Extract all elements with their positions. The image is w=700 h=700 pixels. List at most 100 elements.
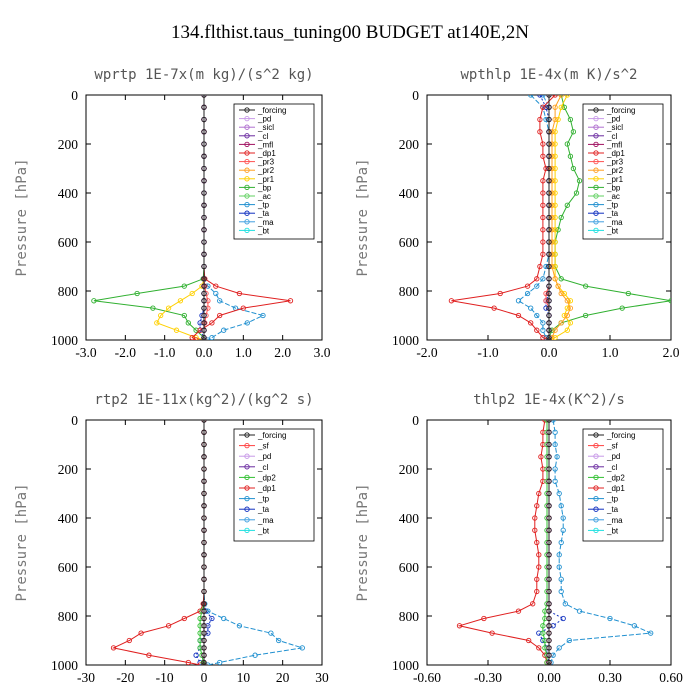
legend-label: _pr2 bbox=[257, 166, 275, 175]
data-point-forcing bbox=[201, 251, 207, 257]
y-tick-label: 400 bbox=[399, 186, 420, 201]
data-point-forcing bbox=[201, 478, 207, 484]
data-point-forcing bbox=[546, 454, 552, 460]
data-point-dp1 bbox=[540, 251, 546, 257]
data-point-forcing bbox=[546, 251, 552, 257]
x-tick-label: 2.0 bbox=[274, 345, 291, 360]
data-point-forcing bbox=[201, 298, 207, 304]
data-point-dp1 bbox=[530, 601, 536, 607]
y-tick-label: 1000 bbox=[392, 333, 419, 348]
data-point-pr1 bbox=[552, 141, 558, 147]
legend-label: _forcing bbox=[257, 431, 286, 440]
legend-label: _dp1 bbox=[257, 484, 276, 493]
data-point-forcing bbox=[546, 190, 552, 196]
x-tick-label: -3.0 bbox=[75, 345, 97, 360]
data-point-pr3 bbox=[205, 298, 211, 304]
data-point-tp bbox=[558, 503, 564, 509]
data-point-forcing bbox=[546, 637, 552, 644]
legend-swatch-marker bbox=[593, 158, 599, 165]
data-point-forcing bbox=[201, 129, 207, 135]
data-point-tp bbox=[543, 263, 549, 270]
series-line-tp bbox=[548, 420, 653, 665]
data-point-tp bbox=[534, 312, 540, 319]
data-point-dp1 bbox=[193, 337, 199, 340]
legend-swatch-marker bbox=[593, 210, 599, 216]
legend-label: _pr3 bbox=[606, 158, 624, 167]
legend-label: _pd bbox=[257, 115, 271, 124]
data-point-bp bbox=[582, 312, 589, 319]
legend-label: _mfl bbox=[257, 140, 273, 149]
legend-label: _ma bbox=[606, 516, 623, 525]
legend-swatch-marker bbox=[244, 210, 250, 216]
data-point-tp bbox=[540, 276, 546, 282]
legend-swatch-marker bbox=[244, 506, 250, 512]
data-point-tp bbox=[268, 630, 274, 636]
legend-swatch-marker bbox=[244, 432, 250, 438]
legend-label: _ac bbox=[257, 192, 271, 201]
data-point-tp bbox=[552, 429, 558, 435]
series-group bbox=[456, 420, 654, 665]
legend-label: _ma bbox=[257, 218, 274, 227]
data-point-dp1 bbox=[540, 190, 546, 196]
data-point-ta bbox=[209, 615, 215, 622]
data-point-dp1 bbox=[540, 153, 546, 159]
data-point-forcing bbox=[546, 441, 552, 448]
x-tick-label: 0.60 bbox=[659, 670, 683, 685]
data-point-forcing bbox=[546, 659, 552, 665]
legend-swatch-marker bbox=[593, 133, 599, 139]
data-point-dp2 bbox=[544, 420, 550, 423]
legend-label: _dp1 bbox=[606, 149, 625, 158]
data-point-pr1 bbox=[154, 320, 160, 326]
data-point-forcing bbox=[201, 283, 207, 289]
legend-swatch-marker bbox=[593, 432, 599, 438]
data-point-pr2 bbox=[552, 116, 558, 123]
data-point-dp1 bbox=[532, 515, 538, 521]
data-point-pr1 bbox=[552, 214, 558, 221]
data-point-tp bbox=[566, 637, 572, 644]
data-point-ta bbox=[205, 623, 211, 629]
data-point-tp bbox=[260, 312, 266, 319]
data-point-dp1 bbox=[543, 165, 549, 172]
data-point-dp1 bbox=[209, 320, 215, 326]
x-tick-label: -30 bbox=[77, 670, 95, 685]
data-point-forcing bbox=[546, 141, 552, 147]
x-tick-label: -2.0 bbox=[416, 345, 438, 360]
data-point-pr2 bbox=[549, 165, 555, 172]
x-tick-label: -1.0 bbox=[154, 345, 176, 360]
data-point-forcing bbox=[201, 441, 207, 448]
data-point-dp1 bbox=[534, 276, 540, 282]
series-line-pr2 bbox=[548, 95, 571, 340]
legend-label: _ma bbox=[606, 218, 623, 227]
y-tick-label: 400 bbox=[58, 186, 79, 201]
data-point-tp bbox=[236, 623, 243, 629]
data-point-dp1 bbox=[537, 263, 543, 270]
data-point-dp2 bbox=[540, 630, 546, 636]
series-line-pr1 bbox=[548, 95, 571, 340]
data-point-forcing bbox=[201, 214, 207, 221]
data-point-dp1 bbox=[240, 305, 246, 311]
data-point-bp bbox=[134, 290, 140, 297]
legend-label: _dp2 bbox=[257, 473, 276, 482]
data-point-tp bbox=[205, 608, 211, 614]
legend-swatch-marker bbox=[593, 474, 599, 481]
data-point-forcing bbox=[201, 420, 207, 423]
data-point-pr3 bbox=[543, 298, 549, 304]
y-axis-label: Pressure [hPa] bbox=[355, 158, 371, 276]
data-point-forcing bbox=[546, 290, 552, 297]
data-point-forcing bbox=[201, 153, 207, 159]
x-tick-label: -2.0 bbox=[115, 345, 137, 360]
data-point-pr2 bbox=[549, 141, 555, 147]
data-point-pr1 bbox=[189, 290, 195, 297]
data-point-tp bbox=[552, 441, 558, 448]
data-point-tp bbox=[556, 645, 562, 651]
data-point-forcing bbox=[201, 305, 207, 311]
data-point-pr1 bbox=[564, 305, 570, 311]
chart-panel-2: wpthlp 1E-4x(m K)/s^2 Pressure [hPa] -2.0 -… bbox=[355, 67, 680, 360]
data-point-forcing bbox=[546, 652, 552, 658]
data-point-ta bbox=[193, 652, 199, 658]
data-point-forcing bbox=[546, 165, 552, 172]
data-point-bp bbox=[582, 283, 589, 289]
data-point-dp1 bbox=[540, 239, 546, 245]
data-point-dp1 bbox=[534, 588, 540, 595]
data-point-tp bbox=[540, 320, 546, 326]
